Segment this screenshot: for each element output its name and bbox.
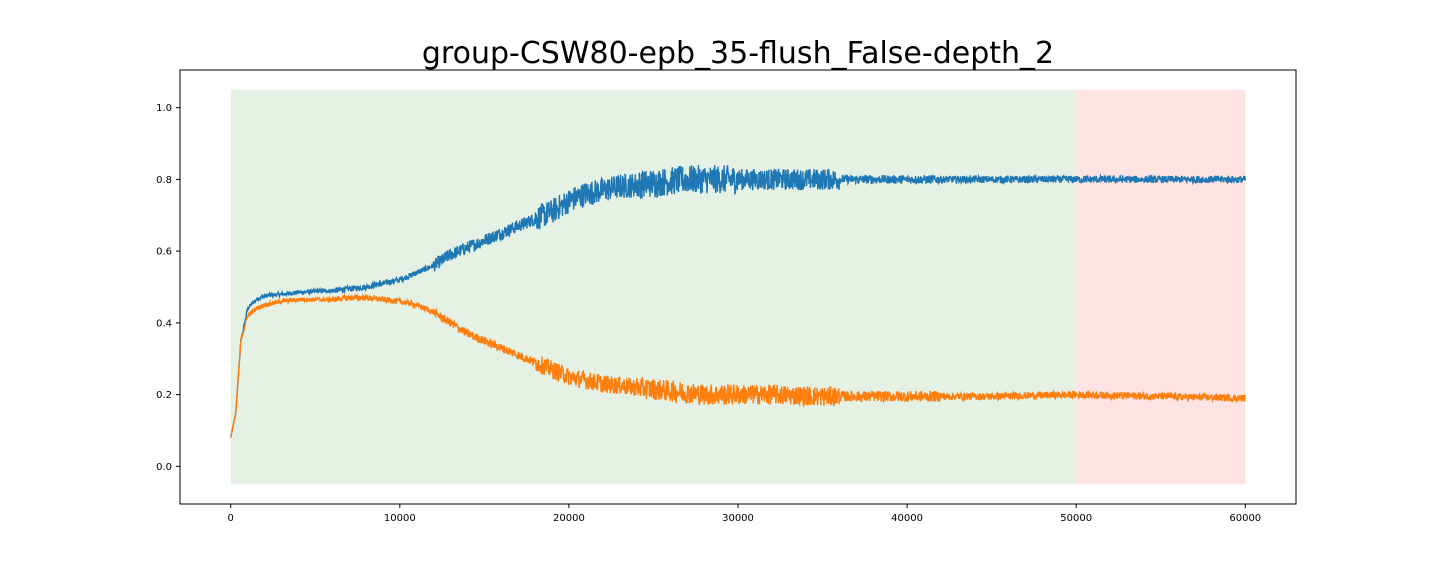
x-tick-label: 50000 [1060,513,1092,524]
shaded-regions [230,89,1246,485]
y-tick-label: 0.4 [156,318,172,329]
series-line-0 [230,165,1246,438]
y-tick-label: 0.6 [156,247,172,258]
x-tick-label: 30000 [722,513,754,524]
chart-title: group-CSW80-epb_35-flush_False-depth_2 [422,36,1054,71]
x-tick-label: 10000 [384,513,416,524]
x-tick-label: 0 [228,513,234,524]
x-tick-label: 40000 [891,513,923,524]
x-tick-label: 20000 [553,513,585,524]
series-lines [230,165,1246,438]
shaded-region-1 [1076,89,1246,485]
y-axis: 0.0 0.2 0.4 0.6 0.8 1.0 [156,103,180,473]
y-tick-label: 0.2 [156,390,172,401]
y-tick-label: 0.0 [156,462,172,473]
y-tick-label: 0.8 [156,175,172,186]
y-tick-label: 1.0 [156,103,172,114]
x-axis: 0 10000 20000 30000 40000 50000 60000 [228,504,1261,524]
x-tick-label: 60000 [1229,513,1261,524]
series-line-1 [230,293,1246,438]
